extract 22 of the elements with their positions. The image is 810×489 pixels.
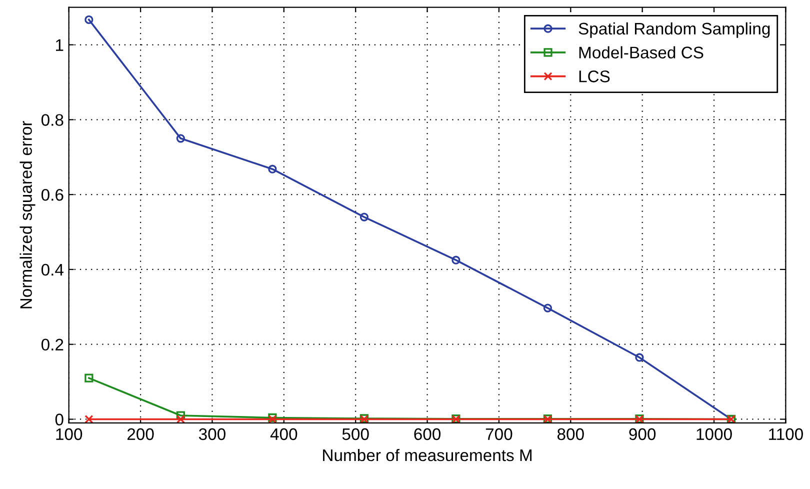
y-tick-label: 1 [56,39,64,51]
y-axis-title: Normalized squared error [20,120,36,308]
x-tick-label: 900 [629,428,656,440]
x-tick-label: 100 [56,428,82,440]
legend-label: Spatial Random Sampling [578,22,770,38]
x-tick-label: 200 [127,428,154,440]
x-tick-label: 800 [557,428,584,440]
x-tick-label: 1100 [769,428,803,440]
x-tick-label: 600 [414,428,441,440]
y-tick-label: 0.4 [41,264,64,276]
x-tick-label: 700 [486,428,512,440]
legend-label: Model-Based CS [579,46,704,58]
x-tick-label: 300 [198,428,226,440]
x-axis-title: Number of measurements M [323,448,532,462]
x-tick-label: 500 [342,428,369,440]
y-tick-label: 0.6 [41,188,64,201]
y-tick-label: 0.2 [41,338,64,351]
y-tick-label: 0 [55,414,64,426]
legend-label: LCS [579,70,610,82]
y-tick-label: 0.8 [41,114,64,126]
x-tick-label: 400 [270,428,298,440]
x-tick-label: 1000 [696,428,732,440]
